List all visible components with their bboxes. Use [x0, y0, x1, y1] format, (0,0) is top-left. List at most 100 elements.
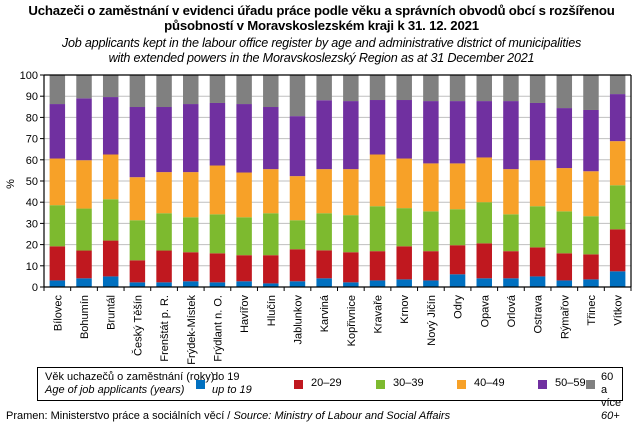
x-tick-label: Jablunkov	[292, 295, 304, 345]
bar-stack	[156, 75, 172, 287]
bar-stack	[503, 75, 519, 287]
bar-segment	[316, 213, 332, 251]
bar-segment	[529, 206, 546, 248]
y-tick-label: 80	[26, 112, 38, 124]
bar-stack	[316, 75, 332, 287]
bar-segment	[343, 169, 359, 216]
y-tick-label: 60	[26, 155, 38, 167]
bar-segment	[583, 109, 599, 172]
bar-segment	[476, 243, 492, 279]
bar-segment	[183, 104, 199, 173]
y-tick-label: 70	[26, 134, 38, 146]
bar-stack	[102, 75, 119, 287]
bar-segment	[343, 101, 359, 170]
bar-segment	[183, 172, 199, 218]
bar-segment	[183, 75, 199, 105]
chart-subtitle-line-1: Job applicants kept in the labour office…	[61, 36, 582, 50]
bar-stack	[423, 75, 439, 287]
bars	[49, 75, 626, 287]
bar-segment	[263, 255, 279, 284]
bar-stack	[236, 75, 252, 287]
x-tick-label: Orlová	[506, 294, 518, 327]
bar-segment	[396, 158, 412, 209]
x-tick-label: Karviná	[319, 294, 331, 332]
legend-label-en: up to 19	[212, 384, 252, 396]
x-tick-label: Odry	[453, 295, 465, 319]
bar-stack	[556, 75, 573, 287]
bar-segment	[556, 75, 573, 109]
bar-segment	[209, 165, 226, 215]
bar-segment	[183, 281, 199, 287]
bar-segment	[503, 214, 519, 252]
source-en: Source: Ministry of Labour and Social Af…	[233, 410, 451, 422]
x-tick-labels: Bílovec Bohumín Bruntál Český Těšín Frenštát…	[43, 287, 632, 365]
x-tick-label: Bohumín	[79, 295, 91, 339]
x-tick-label: Ostrava	[533, 294, 545, 333]
bar-segment	[369, 154, 386, 207]
legend-label-cs: 60 a více	[601, 371, 622, 409]
bar-segment	[236, 104, 252, 173]
legend-swatch	[376, 380, 385, 389]
y-tick-label: 10	[26, 261, 38, 273]
bar-segment	[129, 260, 146, 283]
bar-segment	[263, 213, 279, 256]
x-tick-label: Hlučín	[266, 295, 278, 326]
bar-segment	[529, 102, 546, 161]
x-tick-label: Kravaře	[373, 295, 385, 334]
bar-segment	[609, 94, 626, 142]
bar-segment	[609, 229, 626, 272]
legend-label-en: 60+	[601, 410, 620, 422]
bar-segment	[263, 283, 279, 287]
bar-segment	[369, 280, 386, 287]
x-tick-label: Rýmařov	[559, 295, 571, 340]
bar-segment	[102, 240, 119, 277]
bar-segment	[289, 249, 306, 282]
bar-segment	[129, 75, 146, 108]
legend-swatch	[586, 380, 595, 389]
bar-segment	[316, 278, 332, 287]
legend-swatch	[538, 380, 547, 389]
bar-stack	[396, 75, 412, 287]
bar-segment	[76, 250, 92, 279]
bar-segment	[449, 245, 466, 275]
bar-segment	[129, 282, 146, 287]
bar-segment	[102, 97, 119, 155]
y-tick-label: 40	[26, 197, 38, 209]
x-tick-label: Frýdlant n. O.	[212, 295, 224, 362]
bar-segment	[156, 75, 172, 108]
bar-segment	[102, 199, 119, 241]
x-tick-label: Krnov	[399, 295, 411, 324]
bar-segment	[423, 101, 439, 164]
legend-label: 20–29	[311, 377, 342, 389]
bar-segment	[156, 213, 172, 251]
bar-stack	[263, 75, 279, 287]
bar-segment	[183, 217, 199, 253]
x-tick-label: Havířov	[239, 295, 251, 333]
bar-segment	[102, 154, 119, 200]
bar-segment	[76, 278, 92, 287]
bar-segment	[583, 279, 599, 287]
legend: Věk uchazečů o zaměstnání (roky) Age of …	[37, 367, 623, 422]
bar-segment	[556, 253, 573, 281]
bar-segment	[209, 282, 226, 287]
bar-segment	[49, 75, 66, 105]
bar-segment	[556, 211, 573, 254]
bar-stack	[209, 75, 226, 287]
bar-segment	[503, 251, 519, 279]
bar-segment	[583, 171, 599, 217]
bar-segment	[289, 176, 306, 221]
legend-swatch	[196, 380, 205, 389]
bar-segment	[209, 75, 226, 103]
bar-segment	[343, 75, 359, 102]
bar-segment	[529, 160, 546, 207]
bar-segment	[503, 75, 519, 102]
x-tick-label: Bílovec	[52, 295, 64, 332]
bar-segment	[289, 220, 306, 250]
bar-segment	[609, 141, 626, 186]
bar-segment	[583, 254, 599, 280]
chart-title-line-2: působností v Moravskoslezském kraji k 31…	[164, 18, 479, 33]
x-tick-label: Opava	[479, 294, 491, 327]
y-tick-label: 90	[26, 91, 38, 103]
bar-segment	[76, 75, 92, 99]
bar-segment	[369, 251, 386, 281]
